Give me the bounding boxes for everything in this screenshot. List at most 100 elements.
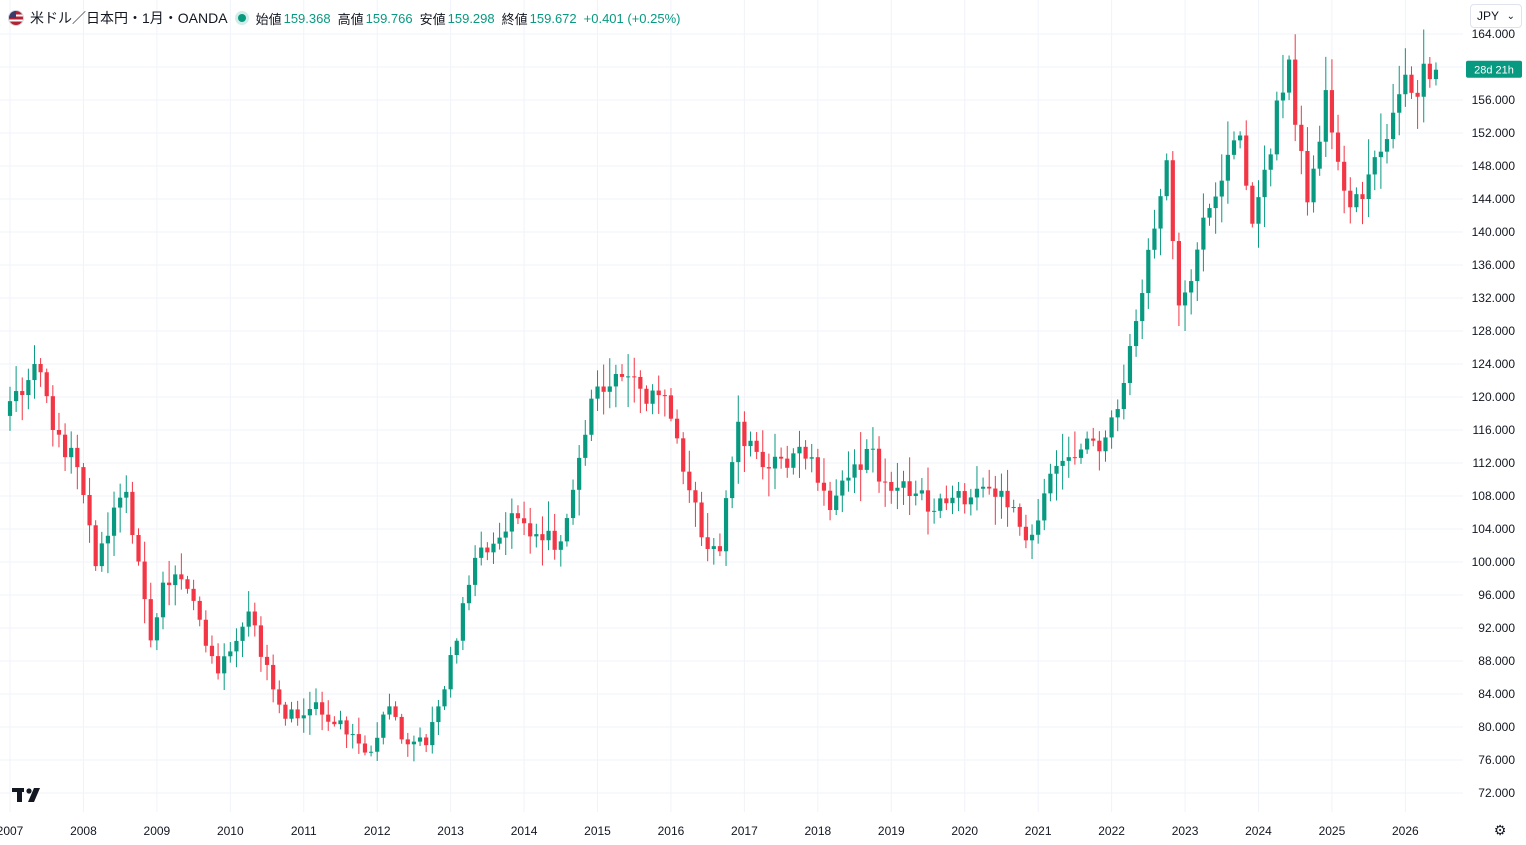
candle-up xyxy=(381,714,386,738)
price-tick-label: 76.000 xyxy=(1478,753,1515,767)
candle-up xyxy=(772,456,778,469)
price-tick-label: 108.000 xyxy=(1472,489,1516,503)
candle-down xyxy=(638,376,643,389)
candle-up xyxy=(956,491,961,498)
candle-up xyxy=(1384,139,1390,152)
candle-up xyxy=(748,440,753,447)
time-tick-label: 2012 xyxy=(364,824,391,838)
price-tick-label: 132.000 xyxy=(1472,291,1516,305)
candle-up xyxy=(124,491,129,498)
candle-down xyxy=(552,530,557,550)
time-axis[interactable]: 2007 2008 2009 2010 2011 2012 2013 2014 2015 2016… xyxy=(0,824,1419,838)
candle-up xyxy=(626,376,631,378)
time-tick-label: 2019 xyxy=(878,824,905,838)
candle-up xyxy=(14,391,19,402)
candle-up xyxy=(864,448,869,470)
candle-up xyxy=(289,709,294,719)
candle-up xyxy=(1274,100,1279,155)
candle-up xyxy=(1182,292,1188,306)
price-tick-label: 164.000 xyxy=(1472,27,1516,41)
candles xyxy=(7,29,1439,762)
candle-up xyxy=(1078,449,1084,458)
price-tick-label: 72.000 xyxy=(1478,786,1515,800)
currency-select[interactable]: JPY ⌄ xyxy=(1470,4,1522,28)
high-label: 高値 xyxy=(337,11,364,27)
candle-down xyxy=(38,364,43,373)
candle-down xyxy=(1170,160,1175,242)
candle-down xyxy=(62,434,68,458)
symbol-title[interactable]: 米ドル／日本円・1月・OANDA xyxy=(30,10,228,26)
candle-down xyxy=(405,739,410,745)
candle-up xyxy=(791,453,796,468)
candle-down xyxy=(1409,74,1414,93)
candle-up xyxy=(974,488,980,498)
candle-up xyxy=(1323,90,1328,142)
candle-up xyxy=(607,386,612,392)
candle-up xyxy=(589,398,594,435)
candle-up xyxy=(246,611,251,627)
candle-up xyxy=(583,434,588,458)
candle-up xyxy=(1060,460,1065,466)
candle-up xyxy=(473,557,478,585)
candle-up xyxy=(160,582,166,618)
candle-up xyxy=(1207,208,1212,218)
candle-up xyxy=(1042,493,1047,521)
candle-up xyxy=(1391,112,1396,140)
candle-down xyxy=(889,481,894,491)
candle-up xyxy=(546,530,551,541)
candle-down xyxy=(760,451,765,468)
candle-up xyxy=(852,464,857,478)
candle-down xyxy=(987,486,992,489)
low-label: 安値 xyxy=(419,11,446,27)
candle-up xyxy=(1066,457,1071,461)
time-tick-label: 2023 xyxy=(1172,824,1199,838)
price-axis[interactable]: 72.000 76.000 80.000 84.000 88.000 92.000 96.0… xyxy=(1472,27,1516,800)
candle-up xyxy=(1231,140,1237,155)
candle-down xyxy=(1017,507,1022,527)
candle-down xyxy=(148,599,153,641)
candle-up xyxy=(1146,249,1151,294)
price-tick-label: 112.000 xyxy=(1473,456,1516,470)
candle-up xyxy=(1366,174,1371,199)
candle-up xyxy=(834,495,839,511)
candle-down xyxy=(515,513,521,519)
market-status-icon[interactable] xyxy=(237,14,246,22)
candle-up xyxy=(1378,151,1383,158)
candle-up xyxy=(577,457,582,490)
candle-down xyxy=(668,395,674,419)
candle-up xyxy=(99,543,104,567)
candle-down xyxy=(271,664,276,690)
candle-down xyxy=(136,535,141,562)
time-tick-label: 2008 xyxy=(70,824,97,838)
candle-down xyxy=(1342,161,1347,191)
candle-down xyxy=(1329,90,1335,133)
candle-up xyxy=(1036,520,1041,535)
candle-up xyxy=(503,531,508,538)
candle-down xyxy=(601,386,606,392)
candle-down xyxy=(252,611,257,626)
candle-up xyxy=(570,489,576,519)
candle-up xyxy=(368,751,374,753)
candle-down xyxy=(393,706,398,717)
time-tick-label: 2024 xyxy=(1245,824,1272,838)
tradingview-logo-icon[interactable] xyxy=(12,786,46,804)
candle-down xyxy=(1293,59,1298,125)
candle-up xyxy=(1164,160,1169,197)
candle-down xyxy=(1091,438,1096,441)
candle-up xyxy=(797,446,802,454)
candle-down xyxy=(209,645,215,657)
candle-up xyxy=(809,457,814,459)
candle-down xyxy=(142,561,147,600)
candle-down xyxy=(1250,185,1255,224)
candle-up xyxy=(1054,465,1059,474)
candle-down xyxy=(130,491,135,536)
candle-down xyxy=(785,458,790,468)
gear-icon[interactable]: ⚙ xyxy=(1493,821,1507,838)
candle-up xyxy=(1421,63,1426,97)
candle-up xyxy=(1311,168,1316,203)
candle-up xyxy=(436,706,441,723)
chevron-down-icon: ⌄ xyxy=(1506,10,1515,22)
candle-up xyxy=(1133,321,1139,347)
candle-up xyxy=(430,722,435,746)
